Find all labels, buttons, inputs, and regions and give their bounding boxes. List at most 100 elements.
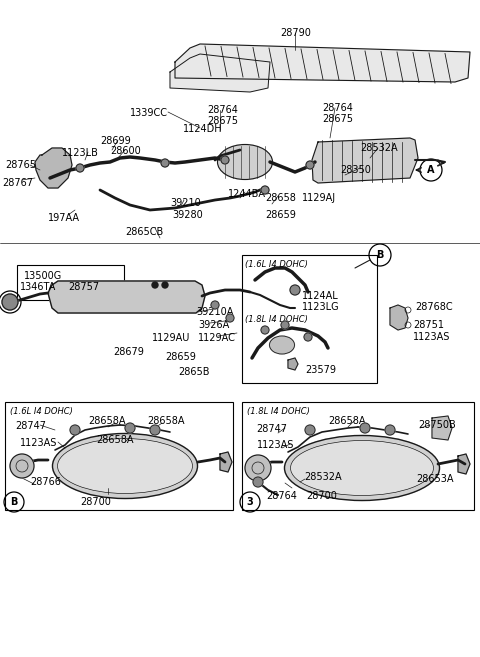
Text: 2865CB: 2865CB [125,227,163,237]
Text: 28659: 28659 [165,352,196,362]
Circle shape [211,301,219,309]
Text: 1123LB: 1123LB [62,148,99,158]
Circle shape [162,282,168,288]
Text: 13500G: 13500G [24,271,62,281]
Text: 39210: 39210 [170,198,201,208]
Text: 1346TA: 1346TA [20,282,56,292]
Polygon shape [220,452,232,472]
Text: 3926A: 3926A [198,320,229,330]
Polygon shape [48,281,205,313]
Polygon shape [288,358,298,370]
Text: 28675: 28675 [207,116,238,126]
Text: 1124AL: 1124AL [302,291,339,301]
Text: 28600: 28600 [110,146,141,156]
Text: 28757: 28757 [68,282,99,292]
Polygon shape [458,454,470,474]
Text: 28532A: 28532A [304,472,342,482]
Polygon shape [312,138,418,183]
Polygon shape [170,54,270,92]
Bar [242,402,474,510]
Text: 28653A: 28653A [416,474,454,484]
Text: 28751: 28751 [413,320,444,330]
Circle shape [360,423,370,433]
Text: 28764: 28764 [266,491,297,501]
Text: 197AA: 197AA [48,213,80,223]
Text: 1129AC: 1129AC [198,333,236,343]
Text: 1123AS: 1123AS [257,440,294,450]
Text: B: B [376,250,384,260]
Ellipse shape [217,145,273,179]
Text: 28765: 28765 [5,160,36,170]
Text: 1123AS: 1123AS [20,438,58,448]
Bar [242,255,377,383]
Text: (1.8L I4 DOHC): (1.8L I4 DOHC) [247,407,310,416]
Text: 39280: 39280 [172,210,203,220]
Text: B: B [10,497,18,507]
Text: 28700: 28700 [80,497,111,507]
Circle shape [261,186,269,194]
Circle shape [2,294,18,310]
Text: 28767: 28767 [2,178,33,188]
Text: 28532A: 28532A [360,143,397,153]
Circle shape [304,333,312,341]
Text: 23579: 23579 [305,365,336,375]
Text: 28790: 28790 [280,28,311,38]
Circle shape [150,425,160,435]
Text: 28350: 28350 [340,165,371,175]
Circle shape [125,423,135,433]
Ellipse shape [58,438,192,493]
Polygon shape [35,148,72,188]
Circle shape [76,164,84,172]
Text: 28658A: 28658A [96,435,133,445]
Text: 28750B: 28750B [418,420,456,430]
Text: 1244BA: 1244BA [228,189,266,199]
Circle shape [305,425,315,435]
Text: 28658A: 28658A [88,416,125,426]
Text: 28700: 28700 [306,491,337,501]
Text: 28747: 28747 [256,424,287,434]
Text: 1123AS: 1123AS [413,332,450,342]
Text: 28699: 28699 [100,136,131,146]
Circle shape [281,321,289,329]
Ellipse shape [290,440,433,495]
Circle shape [306,161,314,169]
Text: 3: 3 [247,497,253,507]
Text: (1.6L I4 DOHC): (1.6L I4 DOHC) [10,407,73,416]
Text: 28764: 28764 [207,105,238,115]
Text: A: A [6,297,14,307]
Ellipse shape [269,336,295,354]
Ellipse shape [52,434,197,499]
Text: 2865B: 2865B [178,367,209,377]
Text: 28658A: 28658A [328,416,365,426]
Text: 28675: 28675 [322,114,353,124]
Bar [5,402,233,510]
Text: 39210A: 39210A [196,307,233,317]
Circle shape [290,285,300,295]
Circle shape [245,455,271,481]
Circle shape [221,156,229,164]
Text: 1124DH: 1124DH [183,124,223,134]
Text: 28768C: 28768C [415,302,453,312]
Polygon shape [390,305,408,330]
Circle shape [226,314,234,322]
Polygon shape [175,44,470,82]
Circle shape [385,425,395,435]
Circle shape [261,326,269,334]
Polygon shape [432,416,452,440]
Ellipse shape [285,436,440,501]
Text: 1129AJ: 1129AJ [302,193,336,203]
Circle shape [161,159,169,167]
Circle shape [70,425,80,435]
Text: (1.8L I4 DOHC): (1.8L I4 DOHC) [245,315,308,324]
Text: 28659: 28659 [265,210,296,220]
Text: 1123LG: 1123LG [302,302,340,312]
Circle shape [10,454,34,478]
Circle shape [152,282,158,288]
Text: A: A [427,165,435,175]
Circle shape [253,477,263,487]
Text: 28679: 28679 [113,347,144,357]
Text: 28766: 28766 [30,477,61,487]
Bar [17,265,124,300]
Text: 1339CC: 1339CC [130,108,168,118]
Text: (1.6L I4 DOHC): (1.6L I4 DOHC) [245,260,308,269]
